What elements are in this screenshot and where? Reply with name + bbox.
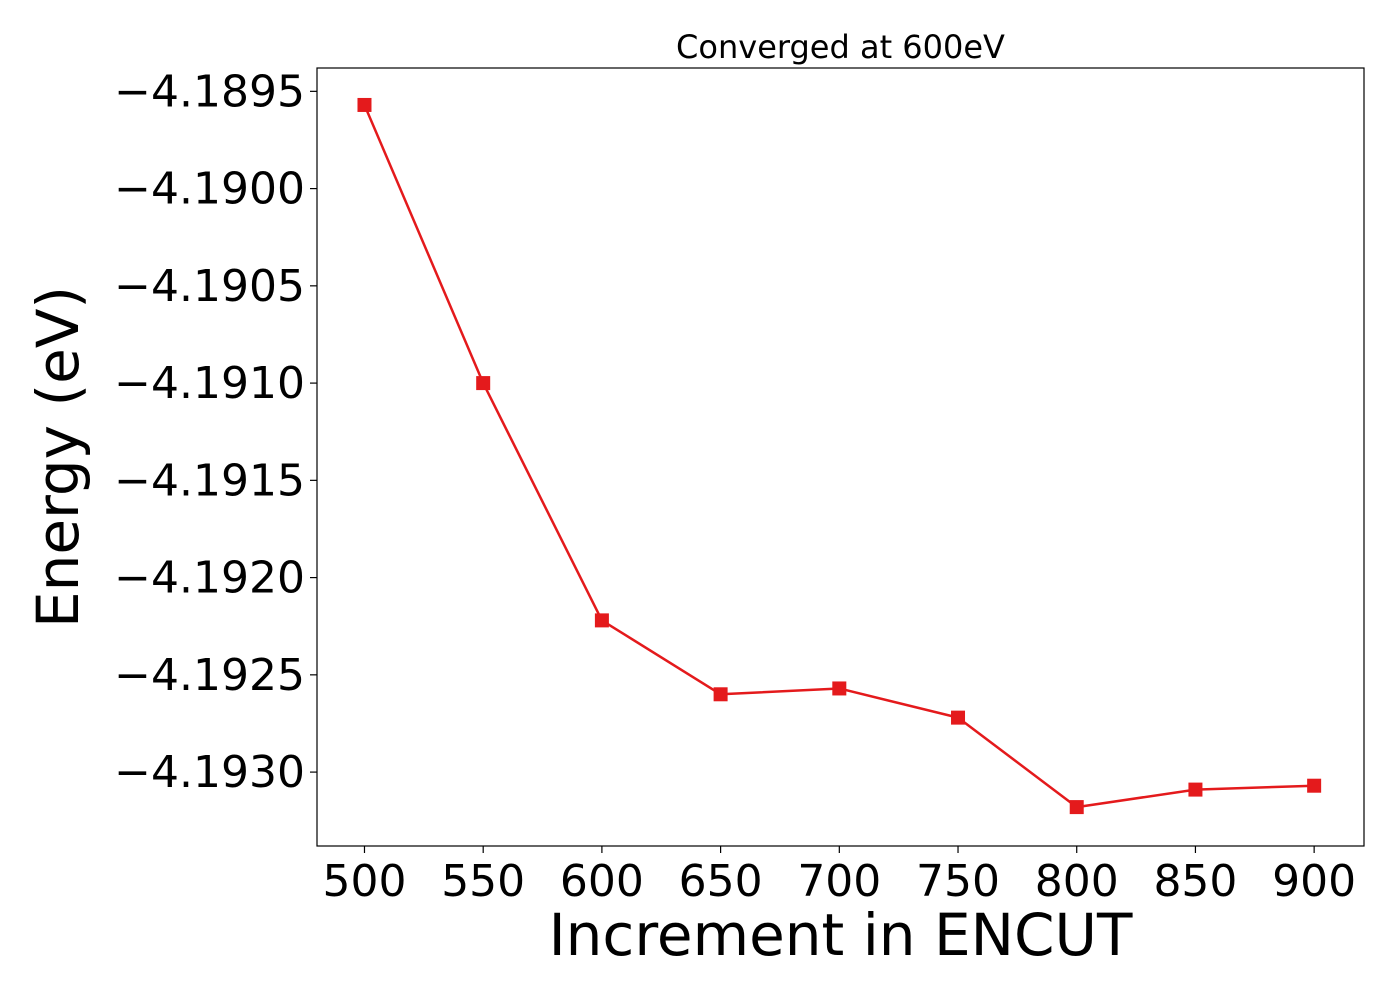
x-axis-ticks: 500 550 600 650 700 750 800 850 900 <box>322 846 1356 907</box>
x-tick-label: 850 <box>1153 856 1237 907</box>
plot-frame <box>316 67 1365 847</box>
y-axis-ticks: −4.1895 −4.1900 −4.1905 −4.1910 −4.1915 −4.19… <box>114 66 317 798</box>
data-point <box>594 613 609 628</box>
x-tick-label: 650 <box>679 856 763 907</box>
x-tick-label: 750 <box>916 856 1000 907</box>
y-tick-label: −4.1900 <box>114 164 305 215</box>
x-tick-label: 700 <box>797 856 881 907</box>
y-tick-label: −4.1920 <box>114 553 305 604</box>
data-point <box>1069 800 1084 815</box>
series-layer <box>357 97 1322 815</box>
data-point <box>832 681 847 696</box>
data-point <box>713 687 728 702</box>
data-point <box>476 376 491 391</box>
data-point <box>357 97 372 112</box>
x-axis-label: Increment in ENCUT <box>549 901 1133 969</box>
y-tick-label: −4.1930 <box>114 747 305 798</box>
y-axis-label: Energy (eV) <box>24 286 92 628</box>
data-point <box>1188 782 1203 797</box>
y-tick-label: −4.1895 <box>114 66 305 117</box>
y-tick-label: −4.1925 <box>114 650 305 701</box>
y-tick-label: −4.1905 <box>114 261 305 312</box>
x-tick-label: 800 <box>1035 856 1119 907</box>
x-tick-label: 550 <box>441 856 525 907</box>
data-point <box>951 710 966 725</box>
chart-title: Converged at 600eV <box>676 28 1005 66</box>
y-tick-label: −4.1915 <box>114 455 305 506</box>
y-tick-label: −4.1910 <box>114 358 305 409</box>
x-tick-label: 900 <box>1272 856 1356 907</box>
data-point <box>1307 778 1322 793</box>
series-line <box>363 104 1315 809</box>
x-tick-label: 500 <box>322 856 406 907</box>
x-tick-label: 600 <box>560 856 644 907</box>
